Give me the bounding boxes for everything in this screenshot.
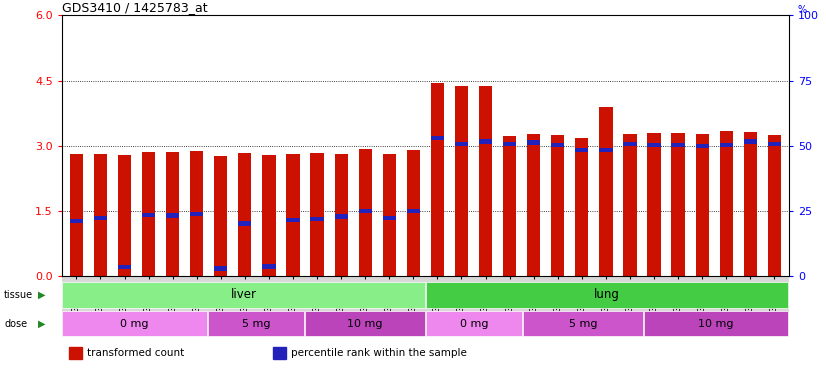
Bar: [527, 134, 540, 276]
Bar: [455, 86, 468, 276]
Bar: [214, 156, 227, 276]
Bar: [263, 264, 276, 269]
Text: %: %: [798, 5, 807, 15]
Text: 5 mg: 5 mg: [568, 318, 597, 329]
Bar: [672, 143, 685, 147]
FancyBboxPatch shape: [426, 282, 788, 308]
Text: lung: lung: [594, 288, 620, 301]
Bar: [648, 143, 661, 147]
Bar: [382, 216, 396, 220]
Bar: [648, 133, 661, 276]
Bar: [406, 150, 420, 276]
Bar: [166, 214, 179, 218]
Bar: [190, 212, 203, 217]
Bar: [551, 143, 564, 147]
Bar: [743, 132, 757, 276]
Text: 5 mg: 5 mg: [241, 318, 270, 329]
FancyBboxPatch shape: [305, 311, 425, 336]
Bar: [479, 139, 492, 144]
Bar: [624, 134, 637, 276]
Bar: [719, 143, 733, 147]
Bar: [238, 153, 251, 276]
Bar: [94, 215, 107, 220]
Bar: [263, 156, 276, 276]
Bar: [624, 142, 637, 146]
Bar: [768, 142, 781, 146]
Bar: [214, 266, 227, 271]
Bar: [768, 135, 781, 276]
Text: 0 mg: 0 mg: [459, 318, 488, 329]
Bar: [575, 148, 588, 152]
Bar: [69, 154, 83, 276]
FancyBboxPatch shape: [63, 282, 425, 308]
Text: percentile rank within the sample: percentile rank within the sample: [291, 348, 467, 358]
Bar: [719, 131, 733, 276]
Bar: [431, 136, 444, 140]
Bar: [118, 265, 131, 269]
Text: ▶: ▶: [38, 318, 45, 329]
FancyBboxPatch shape: [208, 311, 304, 336]
Text: ▶: ▶: [38, 290, 45, 300]
Bar: [695, 134, 709, 276]
Text: dose: dose: [4, 318, 27, 329]
Bar: [575, 138, 588, 276]
Bar: [335, 214, 348, 218]
Text: 0 mg: 0 mg: [121, 318, 149, 329]
Text: 10 mg: 10 mg: [347, 318, 382, 329]
Bar: [503, 142, 516, 146]
Bar: [358, 209, 372, 214]
Bar: [166, 152, 179, 276]
Bar: [431, 83, 444, 276]
Bar: [479, 86, 492, 276]
Text: 10 mg: 10 mg: [699, 318, 733, 329]
Bar: [287, 154, 300, 276]
Bar: [695, 144, 709, 148]
Text: GDS3410 / 1425783_at: GDS3410 / 1425783_at: [62, 1, 207, 14]
Bar: [672, 133, 685, 276]
Bar: [287, 218, 300, 222]
Bar: [118, 156, 131, 276]
Bar: [455, 142, 468, 146]
FancyBboxPatch shape: [63, 311, 206, 336]
Bar: [527, 140, 540, 145]
Bar: [743, 139, 757, 144]
Bar: [190, 151, 203, 276]
Bar: [273, 347, 286, 359]
Text: tissue: tissue: [4, 290, 33, 300]
Bar: [311, 153, 324, 276]
FancyBboxPatch shape: [644, 311, 788, 336]
FancyBboxPatch shape: [426, 311, 522, 336]
Text: transformed count: transformed count: [88, 348, 185, 358]
Bar: [335, 154, 348, 276]
Bar: [94, 154, 107, 276]
Bar: [69, 218, 83, 223]
Bar: [406, 209, 420, 214]
Bar: [142, 152, 155, 276]
Bar: [238, 221, 251, 225]
Bar: [551, 135, 564, 276]
Text: liver: liver: [230, 288, 257, 301]
Bar: [358, 149, 372, 276]
Bar: [382, 154, 396, 276]
Bar: [600, 148, 613, 152]
FancyBboxPatch shape: [523, 311, 643, 336]
Bar: [503, 136, 516, 276]
Bar: [142, 212, 155, 217]
Bar: [311, 217, 324, 221]
Bar: [600, 107, 613, 276]
Bar: [69, 347, 83, 359]
